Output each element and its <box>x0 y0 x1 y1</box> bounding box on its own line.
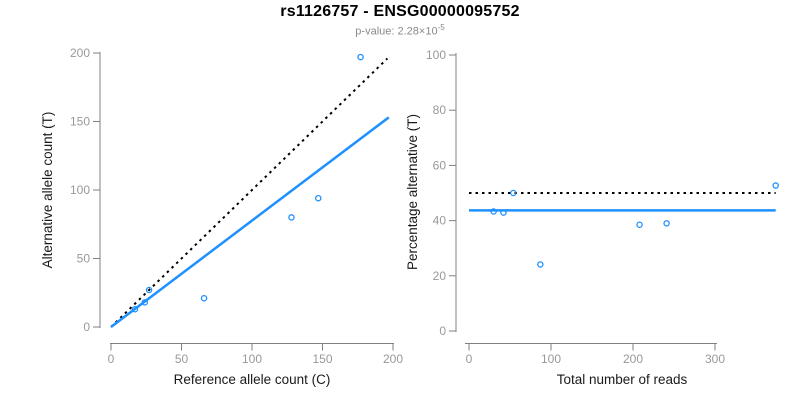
allele-count-scatter: 0 50 100 150 200 0 50 100 150 200 Reference allele… <box>40 46 403 387</box>
y-tick-label: 100 <box>426 48 446 62</box>
data-point <box>200 294 208 302</box>
y-tick-label: 150 <box>70 115 90 129</box>
y-tick-label: 50 <box>77 252 91 266</box>
data-point <box>288 214 295 221</box>
y-tick-label: 20 <box>433 269 447 283</box>
x-tick-label: 200 <box>383 352 403 366</box>
data-point <box>315 194 322 202</box>
data-point <box>663 220 670 227</box>
data-point <box>131 305 139 313</box>
x-axis-title: Reference allele count (C) <box>174 372 331 387</box>
data-point <box>537 261 544 268</box>
y-tick-label: 0 <box>439 324 446 338</box>
data-point <box>490 208 497 215</box>
y-tick-label: 100 <box>70 183 90 197</box>
data-point <box>145 286 153 294</box>
y-tick-label: 80 <box>433 103 447 117</box>
x-axis-title: Total number of reads <box>557 372 688 387</box>
y-tick-label: 0 <box>83 320 90 334</box>
x-tick-label: 0 <box>108 352 115 366</box>
y-tick-label: 60 <box>433 158 447 172</box>
x-tick-label: 100 <box>541 352 561 366</box>
fit-line <box>110 116 390 328</box>
data-point <box>510 189 517 197</box>
x-tick-label: 50 <box>175 352 189 366</box>
x-tick-label: 150 <box>312 352 332 366</box>
y-tick-label: 200 <box>70 46 90 60</box>
percentage-alternative-scatter: 0 20 40 60 80 100 0 100 200 300 Total number of re… <box>405 48 779 387</box>
data-point <box>357 53 364 61</box>
x-tick-label: 100 <box>242 352 262 366</box>
identity-line <box>110 57 389 328</box>
x-tick-label: 200 <box>623 352 643 366</box>
data-point <box>500 209 507 216</box>
data-point <box>636 221 643 228</box>
y-tick-label: 40 <box>433 214 447 228</box>
x-tick-label: 0 <box>466 352 473 366</box>
y-axis-title: Alternative allele count (T) <box>40 112 55 269</box>
data-point <box>141 299 149 306</box>
x-tick-label: 300 <box>705 352 725 366</box>
data-point <box>772 182 779 189</box>
y-axis-title: Percentage alternative (T) <box>405 114 420 270</box>
